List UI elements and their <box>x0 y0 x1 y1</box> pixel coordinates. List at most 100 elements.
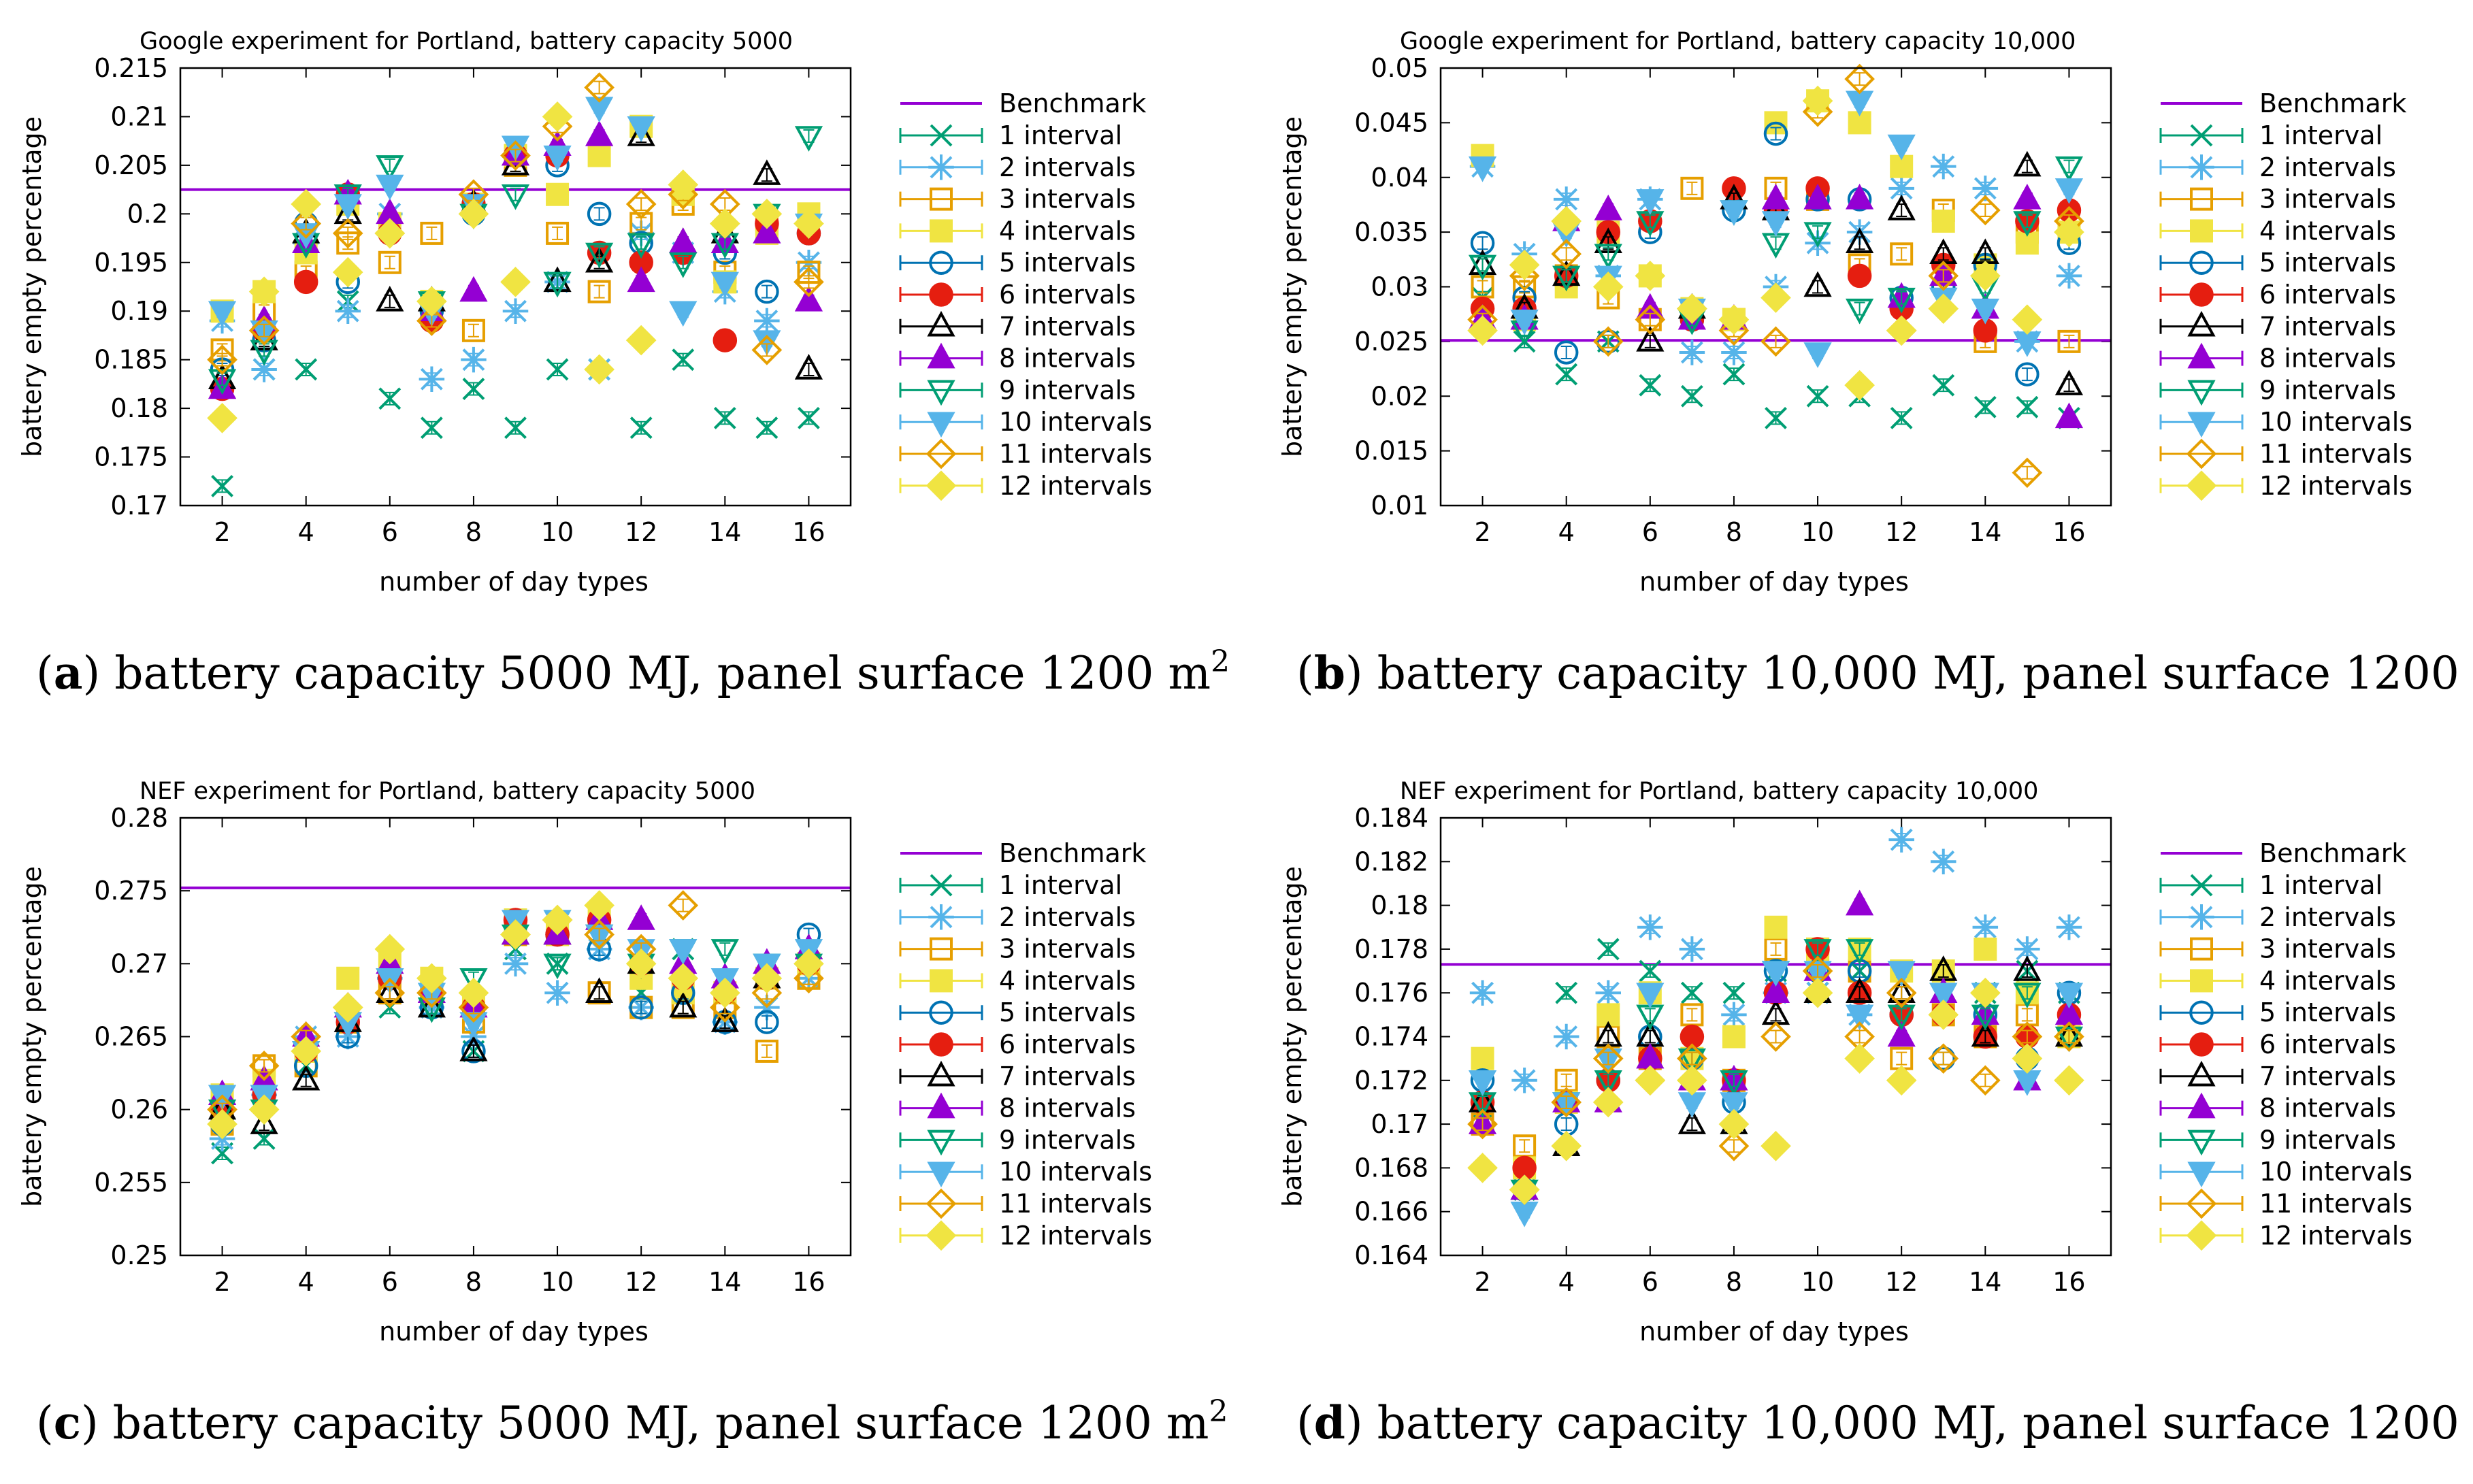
legend-label: 8 intervals <box>2259 344 2396 374</box>
legend-line <box>899 382 983 398</box>
data-point <box>501 184 530 210</box>
error-bar <box>1854 1029 1865 1044</box>
data-point <box>1551 1130 1582 1161</box>
data-point <box>1971 298 1999 325</box>
legend-label: 12 intervals <box>999 471 1152 501</box>
data-point <box>1928 1043 1959 1074</box>
data-point <box>709 992 740 1023</box>
caption-letter: a <box>54 646 83 699</box>
data-point <box>500 919 531 950</box>
series-12 <box>1467 977 2084 1205</box>
x-tick-label: 6 <box>382 1267 398 1297</box>
data-point <box>416 286 447 317</box>
data-point <box>500 140 531 171</box>
data-point <box>376 286 404 312</box>
data-point <box>544 980 570 1006</box>
data-point <box>1509 250 1540 280</box>
data-point <box>710 271 739 298</box>
error-bar <box>1980 1073 1991 1087</box>
legend-marker <box>929 1032 953 1057</box>
data-point <box>1844 369 1875 401</box>
series-12 <box>207 101 824 433</box>
x-tick-label: 6 <box>1642 517 1658 547</box>
data-point <box>1760 1130 1791 1161</box>
data-point <box>458 992 489 1023</box>
data-point <box>374 218 406 249</box>
legend-marker <box>2189 1032 2214 1057</box>
legend-line <box>2159 1132 2244 1148</box>
data-point <box>1846 227 1874 253</box>
data-point <box>1928 1000 1959 1030</box>
data-point <box>1635 261 1666 291</box>
data-point <box>1552 260 1581 286</box>
chart-panel-d: NEF experiment for Portland, battery cap… <box>1277 778 2473 1449</box>
data-point <box>1803 939 1832 965</box>
legend-label: 7 intervals <box>999 1061 1136 1091</box>
data-point <box>1931 848 1956 875</box>
legend-marker <box>2186 470 2217 501</box>
data-point <box>627 120 655 146</box>
legend-marker <box>2190 969 2213 993</box>
data-point <box>1468 249 1497 276</box>
data-point <box>1555 981 1578 1004</box>
y-tick-label: 0.27 <box>110 949 168 978</box>
legend-line <box>899 1068 983 1084</box>
error-bar <box>1686 1051 1698 1066</box>
y-tick-label: 0.2 <box>127 199 168 229</box>
data-point <box>1595 980 1621 1006</box>
x-tick-label: 12 <box>1885 517 1918 547</box>
chart-panel-c: NEF experiment for Portland, battery cap… <box>17 778 1228 1449</box>
legend-label: 7 intervals <box>999 312 1136 342</box>
legend-benchmark-label: Benchmark <box>2259 88 2406 118</box>
y-tick-label: 0.17 <box>110 491 168 521</box>
data-point <box>1887 287 1916 314</box>
data-point <box>207 344 238 375</box>
y-tick-label: 0.03 <box>1371 272 1428 302</box>
legend-marker <box>927 1092 955 1119</box>
legend-label: 1 interval <box>999 120 1122 150</box>
data-point <box>376 174 404 201</box>
error-bar <box>1770 334 1782 348</box>
data-point <box>211 475 233 497</box>
data-point <box>754 308 780 334</box>
data-point <box>1680 384 1703 408</box>
legend-line <box>2159 941 2244 957</box>
legend-marker <box>2189 282 2214 307</box>
data-point <box>1551 238 1582 269</box>
data-point <box>546 182 570 206</box>
error-bar <box>1770 127 1782 141</box>
legend-label: 10 intervals <box>2259 1157 2412 1187</box>
legend-label: 5 intervals <box>2259 997 2396 1027</box>
error-bar <box>761 284 772 299</box>
data-point <box>1636 325 1665 352</box>
error-bar <box>677 898 689 912</box>
caption-text: battery capacity 5000 MJ, panel surface … <box>99 1397 1209 1449</box>
legend-label: 6 intervals <box>999 280 1136 310</box>
legend-label: 5 intervals <box>999 997 1136 1027</box>
panel-caption: (b) battery capacity 10,000 MJ, panel su… <box>1296 644 2473 700</box>
data-point <box>2013 211 2042 237</box>
legend-line <box>899 941 983 957</box>
data-point <box>1974 937 1997 961</box>
data-point <box>669 939 698 965</box>
legend-label: 12 intervals <box>2259 471 2412 501</box>
legend-benchmark-label: Benchmark <box>999 838 1146 868</box>
y-tick-label: 0.025 <box>1354 327 1428 357</box>
error-bar <box>2021 367 2033 382</box>
series-12 <box>207 890 824 1140</box>
x-tick-label: 2 <box>214 1267 230 1297</box>
data-point <box>2012 1043 2043 1074</box>
y-tick-label: 0.182 <box>1354 846 1428 876</box>
data-point <box>584 354 615 385</box>
x-tick-label: 12 <box>625 1267 657 1297</box>
data-point <box>1677 293 1707 324</box>
legend-label: 10 intervals <box>2259 407 2412 437</box>
data-point <box>1931 1046 1956 1071</box>
data-point <box>668 963 699 994</box>
data-point <box>542 904 573 936</box>
data-point <box>1802 96 1833 127</box>
data-point <box>1969 261 2001 291</box>
y-tick-label: 0.166 <box>1354 1197 1428 1227</box>
error-bar <box>803 275 815 289</box>
error-bar <box>1560 345 1572 359</box>
